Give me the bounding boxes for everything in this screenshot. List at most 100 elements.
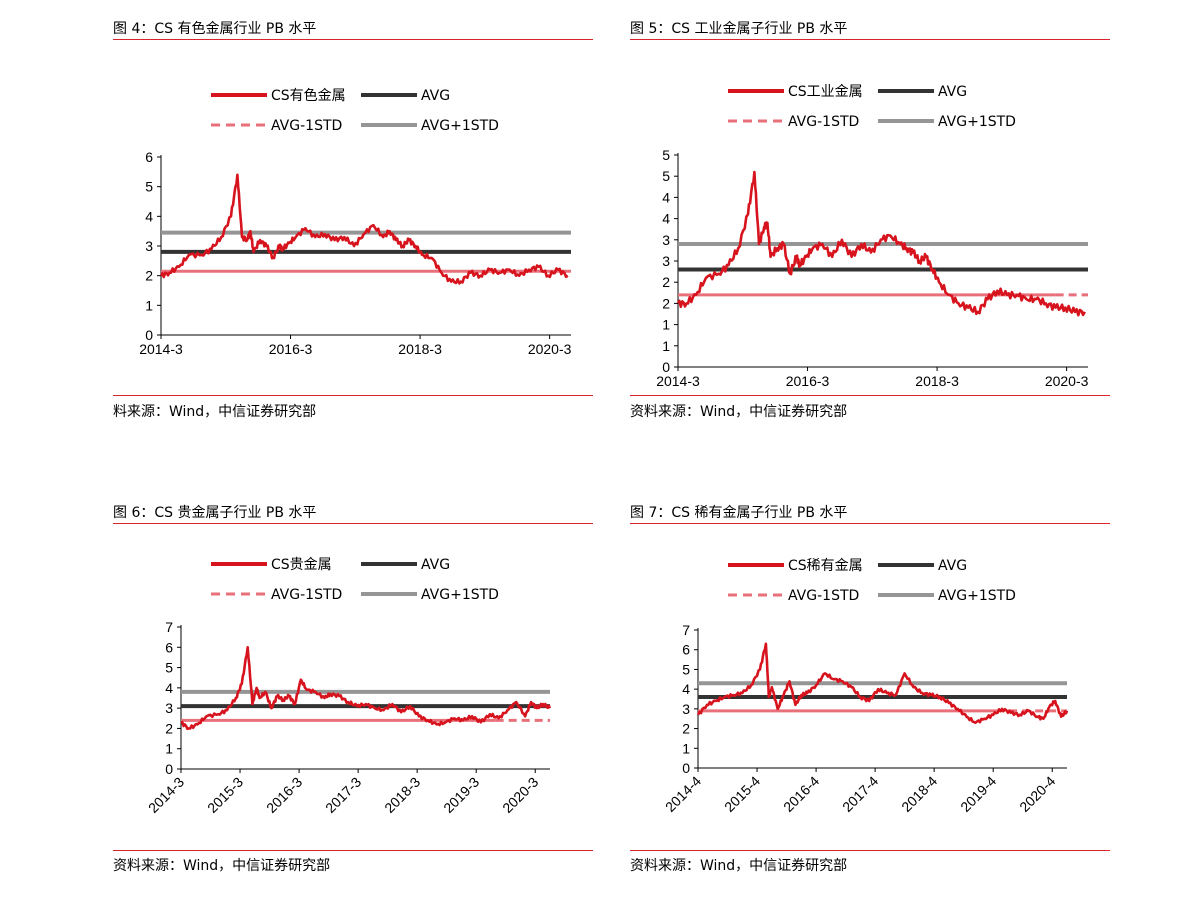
- y-tick-label: 3: [165, 700, 173, 716]
- chart-title: 图 6：CS 贵金属子行业 PB 水平: [113, 505, 317, 521]
- legend-label-plus-std: AVG+1STD: [938, 588, 1016, 604]
- y-tick-label: 1: [662, 338, 670, 354]
- legend-label-minus-std: AVG-1STD: [788, 114, 859, 130]
- y-tick-label: 3: [145, 238, 153, 254]
- x-tick-label: 2014-3: [139, 341, 183, 357]
- chart-source: 料来源：Wind，中信证券研究部: [113, 404, 317, 420]
- x-tick-label: 2015-3: [204, 774, 246, 816]
- x-tick-label: 2014-3: [656, 373, 700, 389]
- y-tick-label: 2: [682, 721, 690, 737]
- chart-svg: CS有色金属 AVG AVG-1STD AVG+1STD 0 1 2 3 4 5 6 2014-3 20…: [139, 87, 572, 357]
- y-tick-label: 1: [682, 740, 690, 756]
- x-tick-label: 2015-4: [721, 773, 763, 815]
- y-tick-label: 6: [682, 642, 690, 658]
- source-divider: [113, 850, 593, 851]
- x-tick-label: 2018-3: [398, 341, 442, 357]
- source-divider: [630, 395, 1110, 396]
- y-tick-label: 5: [682, 661, 690, 677]
- y-tick-label: 2: [145, 268, 153, 284]
- legend-label-plus-std: AVG+1STD: [421, 587, 499, 603]
- y-tick-label: 3: [662, 232, 670, 248]
- y-tick-label: 4: [145, 208, 153, 224]
- y-tick-label: 1: [662, 317, 670, 333]
- x-tick-label: 2016-4: [780, 773, 822, 815]
- legend-label-avg: AVG: [938, 84, 967, 100]
- chart-svg: CS稀有金属 AVG AVG-1STD AVG+1STD 0 1 2 3 4 5 6 7 2014-4 2…: [662, 558, 1069, 815]
- chart-svg: CS工业金属 AVG AVG-1STD AVG+1STD 0 1 1 2 2 3 3 4 4 5 5 2014…: [656, 84, 1089, 389]
- y-tick-label: 6: [145, 149, 153, 165]
- y-tick-label: 0: [145, 327, 153, 343]
- chart-panel-3: 图 6：CS 贵金属子行业 PB 水平 CS贵金属 AVG AVG-1STD AVG+…: [113, 502, 593, 922]
- x-tick-label: 2017-4: [839, 773, 881, 815]
- y-tick-label: 2: [662, 295, 670, 311]
- chart-panel-2: 图 5：CS 工业金属子行业 PB 水平 CS工业金属 AVG AVG-1STD AV…: [630, 18, 1110, 438]
- x-tick-label: 2016-3: [786, 373, 830, 389]
- y-tick-label: 5: [165, 660, 173, 676]
- chart-title: 图 7：CS 稀有金属子行业 PB 水平: [630, 505, 848, 521]
- legend-label-main: CS有色金属: [271, 87, 346, 104]
- chart-svg: CS贵金属 AVG AVG-1STD AVG+1STD 0 1 2 3 4 5 6 7 2014-3 20…: [145, 557, 552, 816]
- x-tick-label: 2014-4: [662, 773, 704, 815]
- y-tick-label: 1: [145, 297, 153, 313]
- y-tick-label: 3: [682, 701, 690, 717]
- source-divider: [113, 395, 593, 396]
- legend-label-minus-std: AVG-1STD: [788, 588, 859, 604]
- chart-title: 图 4：CS 有色金属行业 PB 水平: [113, 21, 317, 37]
- legend-label-avg: AVG: [938, 558, 967, 574]
- legend-label-plus-std: AVG+1STD: [938, 114, 1016, 130]
- y-tick-label: 3: [662, 253, 670, 269]
- chart-panel-4: 图 7：CS 稀有金属子行业 PB 水平 CS稀有金属 AVG AVG-1STD AV…: [630, 502, 1110, 922]
- y-tick-label: 1: [165, 741, 173, 757]
- legend-label-main: CS稀有金属: [788, 558, 863, 574]
- y-tick-label: 7: [165, 619, 173, 635]
- series-line-main: [676, 170, 1086, 317]
- chart-legend: CS稀有金属 AVG AVG-1STD AVG+1STD: [728, 558, 1016, 604]
- y-tick-label: 7: [682, 622, 690, 638]
- legend-label-avg: AVG: [421, 557, 450, 573]
- legend-label-minus-std: AVG-1STD: [271, 587, 342, 603]
- x-tick-label: 2017-3: [322, 774, 364, 816]
- x-tick-label: 2014-3: [145, 774, 187, 816]
- legend-label-minus-std: AVG-1STD: [271, 118, 342, 134]
- legend-label-avg: AVG: [421, 88, 450, 104]
- y-tick-label: 0: [165, 761, 173, 777]
- y-tick-label: 4: [165, 680, 173, 696]
- chart-panel-1: 图 4：CS 有色金属行业 PB 水平 CS有色金属 AVG AVG-1STD AVG…: [113, 18, 593, 438]
- x-tick-label: 2018-3: [381, 774, 423, 816]
- chart-source: 资料来源：Wind，中信证券研究部: [630, 858, 848, 874]
- x-tick-label: 2020-4: [1016, 773, 1058, 815]
- chart-legend: CS工业金属 AVG AVG-1STD AVG+1STD: [728, 84, 1016, 130]
- legend-label-main: CS贵金属: [271, 557, 332, 573]
- chart-title: 图 5：CS 工业金属子行业 PB 水平: [630, 21, 848, 37]
- series-line-main: [180, 646, 552, 731]
- x-tick-label: 2018-3: [915, 373, 959, 389]
- x-tick-label: 2018-4: [898, 773, 940, 815]
- chart-legend: CS贵金属 AVG AVG-1STD AVG+1STD: [211, 557, 499, 603]
- title-divider: [630, 39, 1110, 40]
- title-divider: [113, 39, 593, 40]
- y-tick-label: 0: [682, 760, 690, 776]
- title-divider: [630, 523, 1110, 524]
- title-divider: [113, 523, 593, 524]
- chart-legend: CS有色金属 AVG AVG-1STD AVG+1STD: [211, 87, 499, 134]
- y-tick-label: 6: [165, 639, 173, 655]
- y-tick-label: 5: [145, 179, 153, 195]
- x-tick-label: 2016-3: [263, 774, 305, 816]
- y-tick-label: 4: [662, 189, 670, 205]
- x-tick-label: 2020-3: [1045, 373, 1089, 389]
- x-tick-label: 2020-3: [499, 774, 541, 816]
- chart-source: 资料来源：Wind，中信证券研究部: [630, 404, 848, 420]
- x-tick-label: 2016-3: [269, 341, 313, 357]
- y-tick-label: 5: [662, 168, 670, 184]
- y-tick-label: 4: [662, 211, 670, 227]
- source-divider: [630, 850, 1110, 851]
- y-tick-label: 0: [662, 359, 670, 375]
- x-tick-label: 2019-3: [440, 774, 482, 816]
- legend-label-plus-std: AVG+1STD: [421, 118, 499, 134]
- x-tick-label: 2019-4: [957, 773, 999, 815]
- y-tick-label: 2: [662, 274, 670, 290]
- series-line-main: [159, 173, 569, 285]
- y-tick-label: 4: [682, 681, 690, 697]
- y-tick-label: 5: [662, 147, 670, 163]
- x-tick-label: 2020-3: [528, 341, 572, 357]
